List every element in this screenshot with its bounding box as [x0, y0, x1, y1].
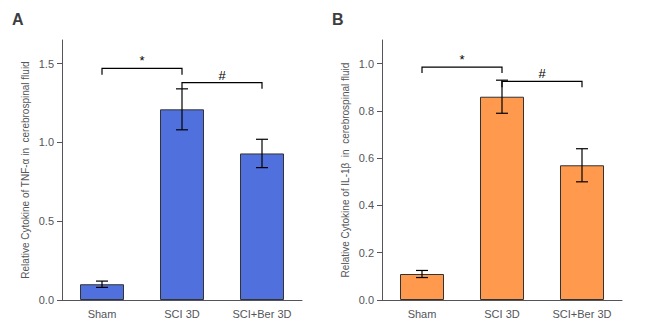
svg-text:SCI 3D: SCI 3D	[164, 308, 200, 320]
svg-text:*: *	[459, 52, 464, 67]
svg-text:SCI+Ber 3D: SCI+Ber 3D	[233, 308, 292, 320]
svg-text:1.0: 1.0	[359, 58, 374, 70]
svg-text:0.2: 0.2	[359, 247, 374, 259]
svg-text:0.5: 0.5	[39, 215, 54, 227]
svg-text:#: #	[218, 68, 226, 83]
svg-text:SCI 3D: SCI 3D	[484, 308, 520, 320]
svg-text:0.0: 0.0	[359, 294, 374, 306]
svg-text:#: #	[538, 66, 546, 81]
svg-text:*: *	[139, 53, 144, 68]
svg-text:0.0: 0.0	[39, 294, 54, 306]
svg-text:1.0: 1.0	[39, 136, 54, 148]
svg-text:Relative Cytokine of IL-1β in: Relative Cytokine of IL-1β in cerebrospi…	[340, 63, 351, 278]
svg-text:SCI+Ber 3D: SCI+Ber 3D	[553, 308, 612, 320]
svg-text:Sham: Sham	[408, 308, 437, 320]
svg-text:1.5: 1.5	[39, 58, 54, 70]
svg-text:Relative Cytokine of TNF-α in: Relative Cytokine of TNF-α in cerebrospi…	[20, 61, 31, 278]
svg-text:0.6: 0.6	[359, 152, 374, 164]
svg-text:0.8: 0.8	[359, 105, 374, 117]
svg-text:A: A	[12, 11, 24, 28]
svg-text:B: B	[332, 11, 344, 28]
svg-text:Sham: Sham	[88, 308, 117, 320]
svg-text:0.4: 0.4	[359, 199, 374, 211]
